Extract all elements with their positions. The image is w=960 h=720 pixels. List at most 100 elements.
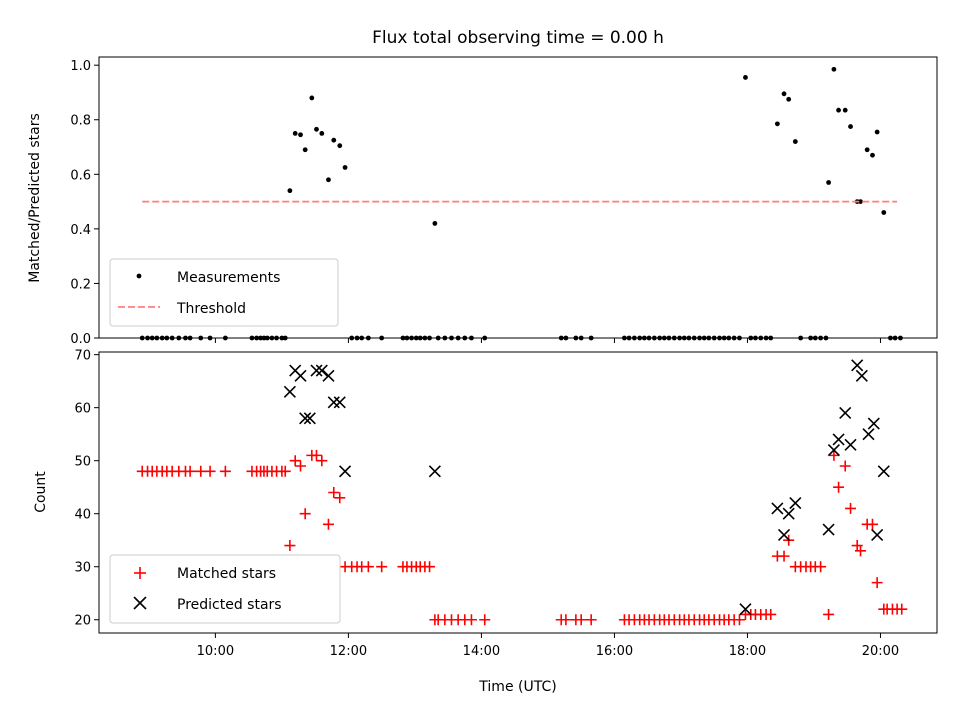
matched-stars-point xyxy=(184,465,196,477)
matched-stars-point xyxy=(328,487,340,498)
top-y-axis-label: Matched/Predicted stars xyxy=(27,113,43,283)
matched-stars-point xyxy=(733,614,745,626)
measurement-point xyxy=(287,188,293,194)
matched-stars-point xyxy=(845,502,857,514)
matched-stars-point xyxy=(376,561,388,573)
matched-stars-point xyxy=(855,545,867,557)
measurement-point xyxy=(314,126,319,132)
measurement-point xyxy=(326,177,331,183)
axes-frame xyxy=(98,56,938,339)
measurements-legend-marker xyxy=(136,273,142,279)
matched-stars-point xyxy=(560,614,572,626)
predicted-stars-point xyxy=(339,465,352,478)
measurement-point xyxy=(298,132,303,138)
measurement-point xyxy=(743,75,748,80)
matched-stars-point xyxy=(866,518,878,530)
measurements-legend-label: Measurements xyxy=(177,270,280,286)
predicted-stars-point xyxy=(862,428,875,441)
measurement-point xyxy=(319,130,325,136)
y-tick-label: 0.6 xyxy=(70,168,91,183)
predicted-stars-point xyxy=(310,364,323,377)
measurement-point xyxy=(331,137,337,143)
bottom-panel: 20 30 40 50 60 70 10:00 12:00 14:00 16:00 18:00 20:… xyxy=(74,349,938,659)
measurement-point xyxy=(342,165,348,170)
y-tick-label: 1.0 xyxy=(70,59,91,74)
y-tick-label: 50 xyxy=(74,455,91,470)
x-tick-label: 20:00 xyxy=(862,644,899,659)
measurement-point xyxy=(792,139,798,144)
matched-stars-point xyxy=(362,561,374,573)
measurement-point xyxy=(858,199,863,204)
matched-stars-point xyxy=(479,614,491,626)
matched-stars-point xyxy=(815,561,827,573)
y-tick-label: 30 xyxy=(74,561,91,576)
predicted-stars-point xyxy=(844,438,857,451)
predicted-stars-point xyxy=(333,396,346,409)
predicted-stars-point xyxy=(839,406,852,420)
matched-stars-point xyxy=(310,449,322,461)
matched-stars-legend-marker xyxy=(134,567,146,579)
measurement-point xyxy=(781,91,787,97)
matched-stars-point xyxy=(322,518,334,530)
predicted-stars-point xyxy=(822,523,835,536)
matched-stars-point xyxy=(195,465,207,477)
predicted-stars-point xyxy=(789,497,802,510)
top-legend: Measurements Threshold xyxy=(109,258,339,327)
matched-stars-point xyxy=(219,465,231,477)
predicted-stars-point xyxy=(303,412,316,425)
predicted-stars-point xyxy=(327,396,340,409)
matched-stars-point xyxy=(839,460,851,472)
measurement-point xyxy=(432,221,438,226)
matched-stars-point xyxy=(833,481,845,493)
predicted-stars-point xyxy=(294,369,307,382)
measurement-point xyxy=(337,143,343,149)
predicted-stars-point xyxy=(299,412,312,425)
measurement-point xyxy=(881,210,887,215)
chart-title: Flux total observing time = 0.00 h xyxy=(372,28,664,48)
measurement-point xyxy=(842,107,848,113)
matched-stars-point xyxy=(284,540,296,552)
predicted-stars-point xyxy=(871,528,884,541)
y-tick-label: 60 xyxy=(74,402,91,417)
x-tick-label: 16:00 xyxy=(596,644,633,659)
matched-stars-point xyxy=(279,465,291,477)
predicted-stars-legend-marker xyxy=(133,596,147,610)
predicted-stars-point xyxy=(315,364,328,377)
measurement-point xyxy=(292,130,298,136)
predicted-stars-point xyxy=(827,444,840,457)
matched-stars-point xyxy=(575,614,587,626)
measurement-point xyxy=(831,66,837,72)
y-tick-label: 0.0 xyxy=(70,332,91,347)
matched-stars-point xyxy=(896,603,908,615)
predicted-stars-point xyxy=(428,465,441,478)
matched-stars-point xyxy=(765,608,777,620)
measurement-point xyxy=(786,96,792,102)
matched-stars-legend-label: Matched stars xyxy=(177,566,276,582)
predicted-stars-point xyxy=(739,603,752,616)
measurement-point xyxy=(309,95,315,101)
matched-stars-point xyxy=(334,492,346,504)
predicted-stars-point xyxy=(283,385,296,398)
measurement-point xyxy=(870,152,875,158)
threshold-legend-label: Threshold xyxy=(176,301,246,317)
y-tick-label: 0.8 xyxy=(70,114,91,129)
matched-stars-point xyxy=(316,455,328,467)
matched-stars-point xyxy=(299,508,311,520)
predicted-stars-point xyxy=(777,528,791,541)
matched-stars-point xyxy=(871,577,883,589)
measurement-point xyxy=(836,107,841,113)
predicted-stars-point xyxy=(832,433,845,446)
y-tick-label: 40 xyxy=(74,508,91,523)
matched-stars-point xyxy=(204,465,216,477)
y-tick-label: 0.4 xyxy=(70,223,91,238)
measurement-point xyxy=(864,147,870,153)
matched-stars-point xyxy=(585,614,597,626)
matched-stars-point xyxy=(778,550,790,562)
matched-stars-point xyxy=(424,561,436,573)
y-tick-label: 0.2 xyxy=(70,277,91,292)
y-tick-label: 70 xyxy=(74,349,91,364)
predicted-stars-point xyxy=(782,507,795,520)
x-tick-label: 18:00 xyxy=(729,644,766,659)
x-axis-label: Time (UTC) xyxy=(478,679,556,695)
